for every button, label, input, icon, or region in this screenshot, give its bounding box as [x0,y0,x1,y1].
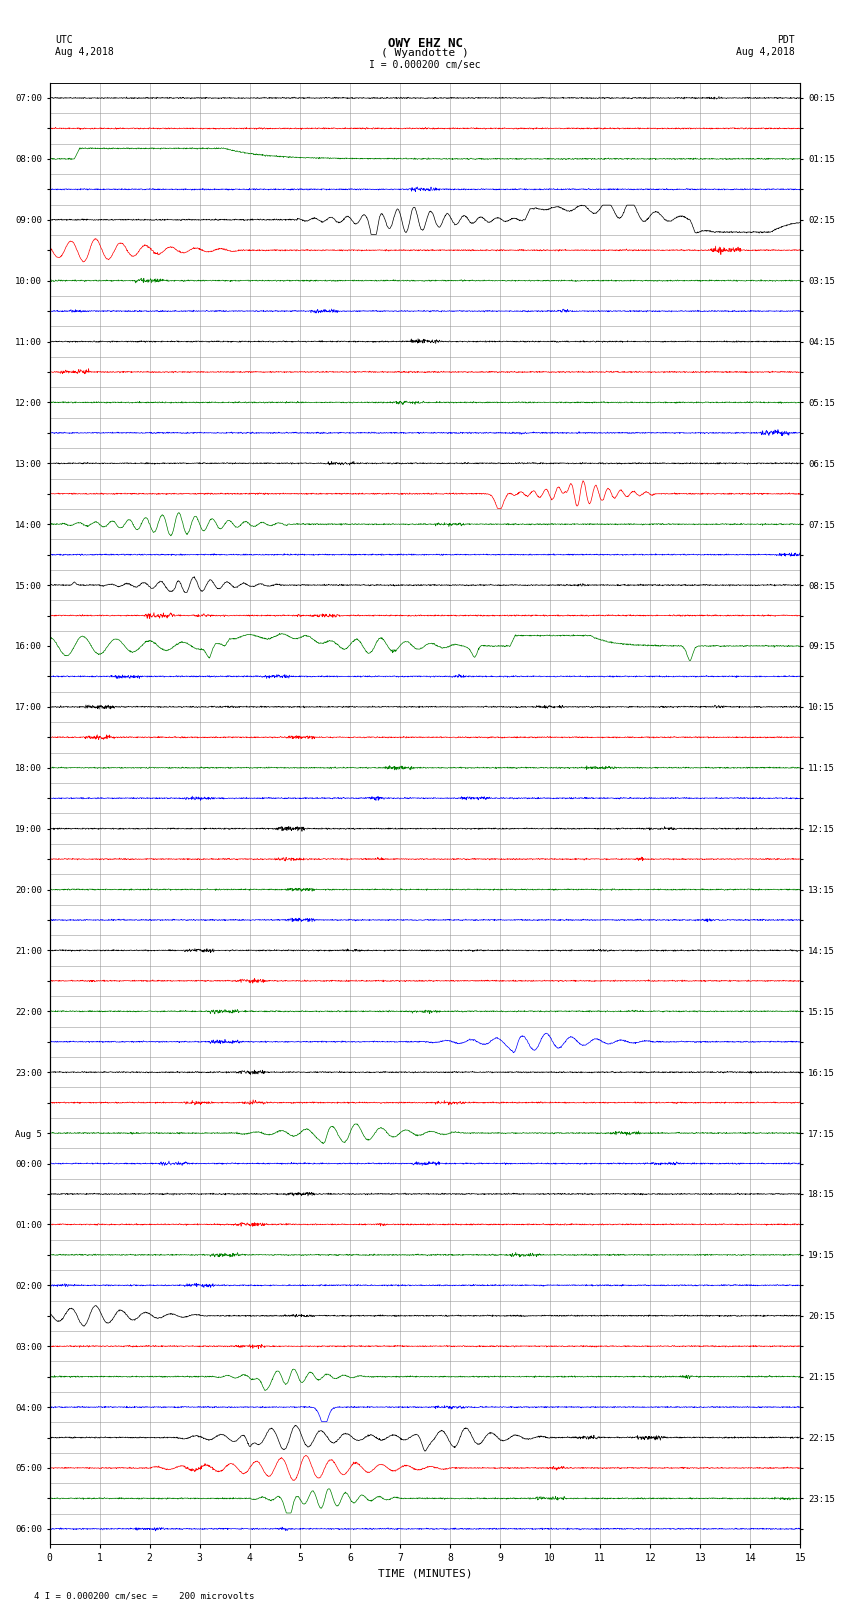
Text: PDT: PDT [777,35,795,45]
Text: I = 0.000200 cm/sec: I = 0.000200 cm/sec [369,60,481,69]
Text: UTC: UTC [55,35,73,45]
Text: Aug 4,2018: Aug 4,2018 [55,47,114,56]
Text: 4 I = 0.000200 cm/sec =    200 microvolts: 4 I = 0.000200 cm/sec = 200 microvolts [34,1590,254,1600]
Text: OWY EHZ NC: OWY EHZ NC [388,37,462,50]
X-axis label: TIME (MINUTES): TIME (MINUTES) [377,1569,473,1579]
Text: ( Wyandotte ): ( Wyandotte ) [381,48,469,58]
Text: Aug 4,2018: Aug 4,2018 [736,47,795,56]
